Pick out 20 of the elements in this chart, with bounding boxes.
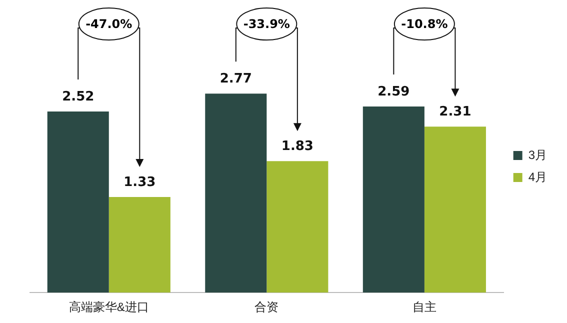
- bar: [362, 106, 424, 293]
- x-tick-label: 自主: [412, 300, 436, 314]
- legend-label: 4月: [528, 170, 548, 184]
- data-label: 2.31: [439, 104, 472, 120]
- data-label: 1.83: [281, 138, 314, 154]
- bar: [266, 161, 328, 293]
- text: -10.8%: [401, 17, 448, 31]
- data-label: 2.52: [62, 89, 94, 104]
- legend-label: 3月: [528, 148, 548, 162]
- bar: [108, 197, 170, 293]
- text: -47.0%: [86, 17, 132, 31]
- data-label: 2.59: [378, 84, 410, 100]
- x-tick-label: 高端豪华&进口: [68, 300, 149, 314]
- bar: [205, 94, 267, 293]
- bar: [424, 126, 486, 293]
- data-label: 1.33: [124, 174, 156, 190]
- bar: [47, 112, 109, 293]
- data-label: 2.77: [220, 71, 252, 86]
- x-tick-label: 合资: [254, 300, 279, 314]
- text: -33.9%: [243, 17, 290, 31]
